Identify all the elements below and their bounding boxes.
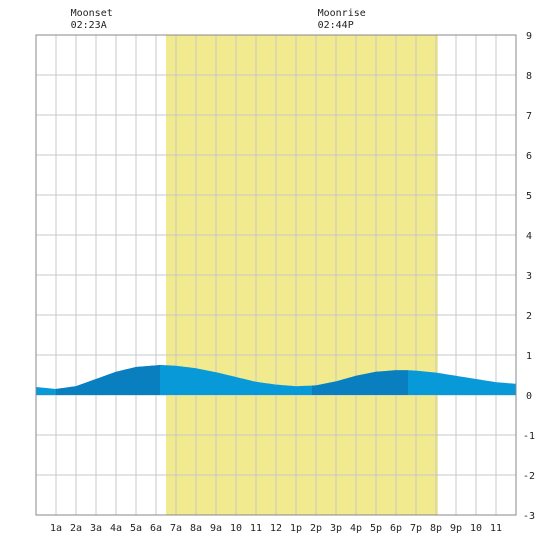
y-tick-label: 5 [526,191,532,202]
y-tick-label: -1 [523,431,535,442]
x-tick-label: 8a [190,523,202,534]
grid-layer [36,35,516,515]
x-tick-label: 4p [350,523,362,534]
x-tick-label: 7p [410,523,422,534]
x-tick-label: 8p [430,523,442,534]
y-tick-label: -2 [523,471,535,482]
x-tick-label: 1a [50,523,62,534]
y-tick-label: 4 [526,231,532,242]
moon-event-title: Moonset [71,8,113,19]
y-tick-label: 1 [526,351,532,362]
x-tick-label: 11 [250,523,262,534]
x-tick-label: 10 [470,523,482,534]
x-tick-label: 12 [270,523,282,534]
x-tick-label: 5p [370,523,382,534]
x-tick-label: 9p [450,523,462,534]
x-tick-label: 2a [70,523,82,534]
x-tick-labels: 1a 2a 3a 4a 5a 6a 7a 8a 9a 10 11 12 1p 2p 3p 4p 5p 6p 7p 8p… [50,523,502,534]
x-tick-label: 3p [330,523,342,534]
plot-border [35,34,517,516]
y-tick-label: 3 [526,271,532,282]
x-tick-label: 3a [90,523,102,534]
moon-event-time: 02:44P [318,20,354,31]
y-tick-label: 8 [526,71,532,82]
y-tick-label: 2 [526,311,532,322]
x-tick-label: 2p [310,523,322,534]
y-tick-label: 0 [526,391,532,402]
moon-event-time: 02:23A [71,20,107,31]
y-tick-label: 7 [526,111,532,122]
x-tick-label: 10 [230,523,242,534]
y-tick-label: 6 [526,151,532,162]
tide-area-rising [56,365,160,395]
x-tick-label: 1p [290,523,302,534]
x-tick-label: 9a [210,523,222,534]
tide-area-layer [36,365,516,395]
x-tick-label: 7a [170,523,182,534]
plot-border-layer [35,34,517,516]
x-tick-label: 6p [390,523,402,534]
x-tick-label: 11 [490,523,502,534]
tide-area-rising [312,370,408,395]
y-tick-label: -3 [523,511,535,522]
x-tick-label: 5a [130,523,142,534]
y-tick-label: 9 [526,31,532,42]
x-tick-label: 6a [150,523,162,534]
x-tick-label: 4a [110,523,122,534]
y-tick-labels: 9 8 7 6 5 4 3 2 1 0 -1 -2 -3 [523,31,535,522]
moon-event-title: Moonrise [318,8,366,19]
